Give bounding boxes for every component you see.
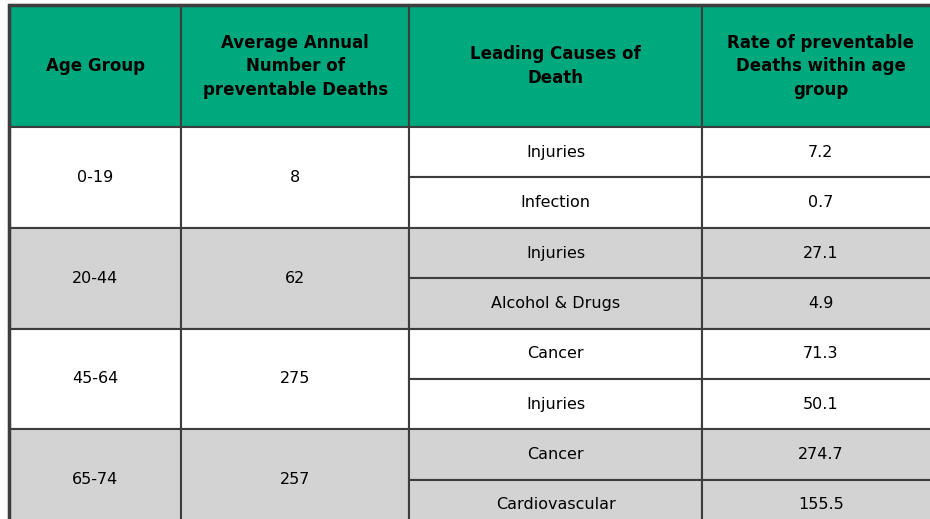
Text: 155.5: 155.5 [798,497,844,512]
Text: 62: 62 [286,271,305,285]
Text: Infection: Infection [521,195,591,210]
Text: Injuries: Injuries [526,245,585,261]
Text: 71.3: 71.3 [803,346,839,361]
Text: 274.7: 274.7 [798,447,844,462]
Bar [702,228,930,278]
Text: 275: 275 [280,372,311,386]
Text: Alcohol & Drugs: Alcohol & Drugs [491,296,620,311]
Text: 27.1: 27.1 [803,245,839,261]
Bar [702,429,930,480]
Text: 45-64: 45-64 [73,372,118,386]
Text: Cancer: Cancer [527,447,584,462]
Bar [181,329,409,429]
Text: 4.9: 4.9 [808,296,833,311]
Text: 0-19: 0-19 [77,170,113,185]
Bar [9,127,181,228]
Text: Leading Causes of
Death: Leading Causes of Death [471,45,641,87]
Bar [409,379,702,429]
Bar [702,329,930,379]
Text: Injuries: Injuries [526,145,585,160]
Text: Average Annual
Number of
preventable Deaths: Average Annual Number of preventable Dea… [203,34,388,99]
Bar [409,278,702,329]
Bar [9,5,181,127]
Text: 50.1: 50.1 [803,397,839,412]
Bar [409,127,702,177]
Text: Cancer: Cancer [527,346,584,361]
Bar [409,5,702,127]
Bar [702,177,930,228]
Bar [702,480,930,519]
Text: 65-74: 65-74 [73,472,118,487]
Bar [702,5,930,127]
Text: 257: 257 [280,472,311,487]
Bar [409,228,702,278]
Text: 8: 8 [290,170,300,185]
Text: 20-44: 20-44 [73,271,118,285]
Bar [181,429,409,519]
Text: Age Group: Age Group [46,57,145,75]
Bar [702,127,930,177]
Bar [9,228,181,329]
Bar [409,329,702,379]
Text: 7.2: 7.2 [808,145,833,160]
Bar [409,177,702,228]
Bar [9,429,181,519]
Bar [409,480,702,519]
Bar [181,127,409,228]
Bar [702,278,930,329]
Bar [181,5,409,127]
Text: Rate of preventable
Deaths within age
group: Rate of preventable Deaths within age gr… [727,34,914,99]
Bar [409,429,702,480]
Bar [9,329,181,429]
Bar [702,379,930,429]
Bar [181,228,409,329]
Text: Cardiovascular: Cardiovascular [496,497,616,512]
Text: 0.7: 0.7 [808,195,833,210]
Text: Injuries: Injuries [526,397,585,412]
